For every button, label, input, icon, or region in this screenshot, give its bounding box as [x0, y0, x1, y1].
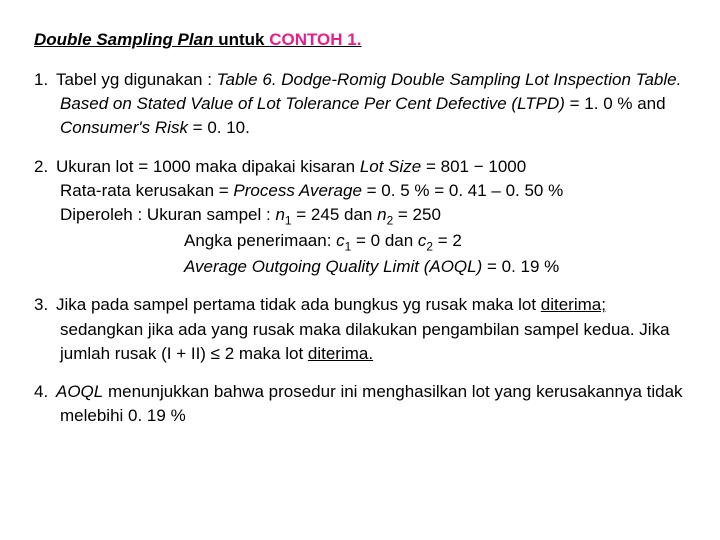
- text: = 801 − 1000: [421, 157, 526, 176]
- text-italic: AOQL: [56, 382, 103, 401]
- title-italic: Double Sampling Plan: [34, 30, 213, 49]
- text: Tabel yg digunakan :: [56, 70, 217, 89]
- text: Rata-rata kerusakan =: [60, 181, 233, 200]
- numbered-list: 1.Tabel yg digunakan : Table 6. Dodge-Ro…: [34, 68, 686, 428]
- text: = 0. 10.: [188, 118, 250, 137]
- text: menunjukkan bahwa prosedur ini menghasil…: [60, 382, 683, 425]
- var-n1: n: [275, 205, 284, 224]
- text: Jika pada sampel pertama tidak ada bungk…: [56, 295, 541, 314]
- document-page: Double Sampling Plan untuk CONTOH 1. 1.T…: [0, 0, 720, 462]
- page-title: Double Sampling Plan untuk CONTOH 1.: [34, 28, 686, 52]
- title-mid: untuk: [213, 30, 269, 49]
- list-item-2: 2.Ukuran lot = 1000 maka dipakai kisaran…: [34, 155, 686, 280]
- list-item-4: 4.AOQL menunjukkan bahwa prosedur ini me…: [34, 380, 686, 428]
- text-italic: Lot Size: [360, 157, 421, 176]
- list-item-1: 1.Tabel yg digunakan : Table 6. Dodge-Ro…: [34, 68, 686, 140]
- text: Angka penerimaan:: [184, 231, 336, 250]
- text: Ukuran lot = 1000 maka dipakai kisaran: [56, 157, 360, 176]
- text-underline: diterima;: [541, 295, 606, 314]
- text: = 0. 19 %: [482, 257, 559, 276]
- text: = 0. 5 % = 0. 41 – 0. 50 %: [362, 181, 563, 200]
- indented-line: Angka penerimaan: c1 = 0 dan c2 = 2: [60, 229, 686, 255]
- text-underline: diterima.: [308, 344, 373, 363]
- item-number: 4.: [34, 380, 56, 404]
- text: Diperoleh : Ukuran sampel :: [60, 205, 275, 224]
- item-number: 1.: [34, 68, 56, 92]
- text-italic: Process Average: [233, 181, 362, 200]
- var-n2: n: [377, 205, 386, 224]
- text: = 0 dan: [351, 231, 418, 250]
- item-number: 2.: [34, 155, 56, 179]
- var-c1: c: [336, 231, 345, 250]
- text-italic: Consumer's Risk: [60, 118, 188, 137]
- item-number: 3.: [34, 293, 56, 317]
- text: = 1. 0 % and: [565, 94, 666, 113]
- title-pink: CONTOH 1.: [269, 30, 361, 49]
- text: = 2: [433, 231, 462, 250]
- indented-line: Average Outgoing Quality Limit (AOQL) = …: [60, 255, 686, 279]
- list-item-3: 3.Jika pada sampel pertama tidak ada bun…: [34, 293, 686, 365]
- text: = 250: [393, 205, 441, 224]
- text-italic: Average Outgoing Quality Limit (AOQL): [184, 257, 482, 276]
- sub-1: 1: [285, 213, 292, 227]
- text: = 245 dan: [292, 205, 378, 224]
